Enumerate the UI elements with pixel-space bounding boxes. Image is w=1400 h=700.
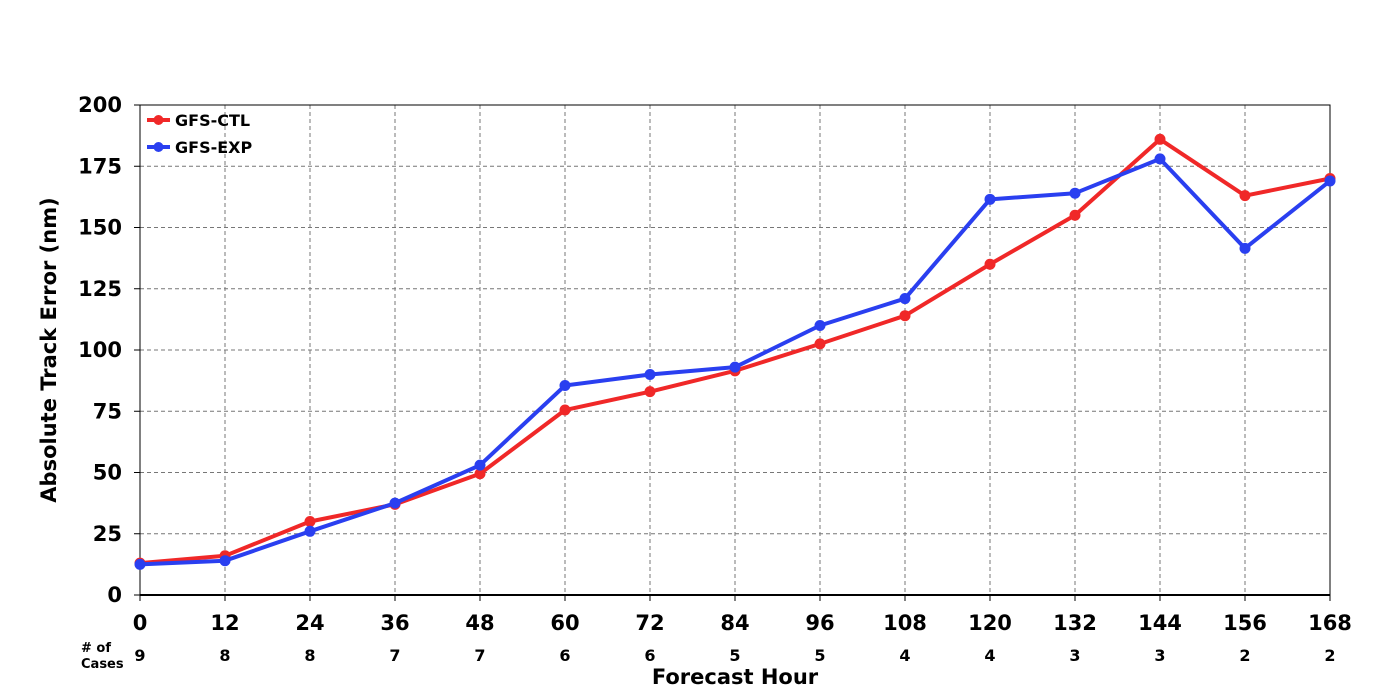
x-tick-label: 60: [550, 611, 579, 635]
case-count: 4: [899, 646, 910, 665]
legend: GFS-CTL GFS-EXP: [147, 111, 252, 157]
case-count: 5: [814, 646, 825, 665]
y-tick-label: 50: [93, 461, 122, 485]
y-tick-label: 150: [78, 216, 122, 240]
cases-label-line-1: # of: [81, 641, 111, 656]
x-tick-label: 72: [635, 611, 664, 635]
data-point-gfs-exp: [134, 558, 146, 570]
case-count: 6: [644, 646, 655, 665]
cases-label-line-2: Cases: [81, 657, 124, 672]
legend-marker: [153, 142, 164, 152]
x-tick-label: 0: [133, 611, 148, 635]
case-count: 4: [984, 646, 995, 665]
case-count: 2: [1239, 646, 1250, 665]
y-tick-label: 25: [93, 522, 122, 546]
x-tick-label: 156: [1223, 611, 1267, 635]
data-point-gfs-exp: [899, 293, 911, 305]
data-point-gfs-exp: [984, 193, 996, 205]
data-point-gfs-exp: [729, 361, 741, 373]
case-count: 3: [1069, 646, 1080, 665]
x-tick-label: 96: [805, 611, 834, 635]
case-count: 7: [474, 646, 485, 665]
data-point-gfs-exp: [814, 320, 826, 331]
x-tick-label: 36: [380, 611, 409, 635]
x-tick-label: 24: [295, 611, 324, 635]
case-count: 3: [1154, 646, 1165, 665]
y-tick-label: 75: [93, 399, 122, 423]
case-count: 5: [729, 646, 740, 665]
data-point-gfs-ctl: [304, 516, 316, 527]
data-point-gfs-exp: [1069, 187, 1081, 199]
grid-lines: [140, 105, 1330, 595]
case-count: 9: [134, 646, 145, 665]
case-count-labels: 9 8 8 7 7 6 6 5 5 4 4 3 3 2 2: [134, 646, 1335, 665]
y-tick-label: 125: [78, 277, 122, 301]
y-axis-title: Absolute Track Error (nm): [37, 197, 61, 502]
data-point-gfs-ctl: [984, 258, 996, 270]
x-tick-label: 144: [1138, 611, 1182, 635]
x-tick-label: 84: [720, 611, 749, 635]
legend-marker: [153, 115, 164, 125]
legend-label: GFS-CTL: [175, 111, 250, 130]
data-point-gfs-exp: [219, 555, 231, 567]
data-point-gfs-ctl: [1069, 209, 1081, 221]
x-axis-title: Forecast Hour: [652, 665, 819, 689]
data-point-gfs-exp: [1239, 242, 1251, 254]
y-tick-label: 200: [78, 93, 122, 117]
y-tick-labels: 0 25 50 75 100 125 150 175 200: [78, 93, 140, 607]
data-point-gfs-exp: [644, 369, 656, 380]
y-tick-label: 175: [78, 154, 122, 178]
data-point-gfs-ctl: [559, 404, 571, 416]
x-tick-label: 12: [210, 611, 239, 635]
data-point-gfs-ctl: [1154, 133, 1166, 145]
data-point-gfs-exp: [389, 497, 401, 509]
data-point-gfs-ctl: [1239, 190, 1251, 202]
x-tick-label: 120: [968, 611, 1012, 635]
data-point-gfs-exp: [559, 380, 571, 392]
data-point-gfs-exp: [304, 525, 316, 537]
legend-label: GFS-EXP: [175, 138, 252, 157]
data-point-gfs-ctl: [474, 468, 486, 480]
data-point-gfs-exp: [1154, 153, 1166, 165]
data-point-gfs-ctl: [644, 386, 656, 398]
case-count: 2: [1324, 646, 1335, 665]
case-count: 6: [559, 646, 570, 665]
x-tick-label: 108: [883, 611, 927, 635]
y-tick-label: 100: [78, 338, 122, 362]
data-point-gfs-ctl: [814, 338, 826, 350]
x-tick-label: 48: [465, 611, 494, 635]
y-tick-label: 0: [107, 583, 122, 607]
x-tick-label: 132: [1053, 611, 1097, 635]
case-count: 7: [389, 646, 400, 665]
series-lines: [134, 133, 1336, 570]
data-point-gfs-ctl: [899, 310, 911, 322]
case-count: 8: [304, 646, 315, 665]
data-point-gfs-exp: [1324, 175, 1336, 187]
data-point-gfs-exp: [474, 459, 486, 471]
case-count: 8: [219, 646, 230, 665]
x-tick-labels: 0 12 24 36 48 60 72 84 96 108 120 132 144 156 168: [133, 595, 1352, 635]
x-tick-label: 168: [1308, 611, 1352, 635]
